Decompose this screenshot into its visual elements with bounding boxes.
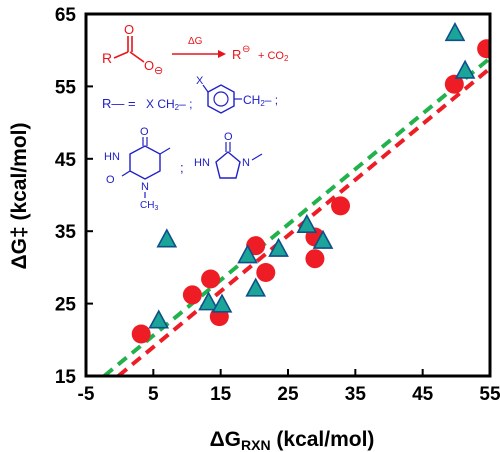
scheme-thy-n: N: [141, 181, 149, 193]
scheme-product-r: R: [232, 47, 241, 62]
scheme-benzene-ring: [207, 84, 235, 114]
scheme-arrowhead: [218, 50, 226, 58]
scheme-pyrimidine-ring: [129, 145, 161, 180]
scheme-thy-o1: O: [140, 126, 149, 138]
green-line-fit: [102, 56, 490, 376]
x-tick-label: 25: [277, 384, 299, 405]
scheme-thy-hn: HN: [104, 151, 120, 163]
scheme-charge: ⊖: [154, 65, 163, 77]
scheme-ominus-label: O: [144, 58, 154, 73]
scheme-o-label: O: [124, 22, 134, 37]
triangle-point: [312, 229, 334, 249]
triangle-point: [198, 291, 219, 311]
x-tick-label: 15: [210, 384, 232, 405]
scheme-r-label: R: [102, 50, 112, 66]
y-tick-label: 35: [55, 222, 77, 243]
x-tick-label: 45: [412, 384, 434, 405]
tick-labels: -5 5 15 25 35 45 55 15 25 35 45 55 65: [55, 5, 500, 405]
circle-point: [182, 285, 202, 305]
plot-frame: [84, 12, 492, 378]
triangle-point: [245, 277, 267, 297]
circle-point: [444, 74, 464, 94]
x-tick-label: 35: [345, 384, 367, 405]
scheme-dg-label: ΔG: [188, 36, 203, 47]
x-tick-label: 5: [148, 384, 159, 405]
scheme-semicolon: ;: [180, 160, 184, 175]
scheme-co2: + CO2: [258, 50, 289, 63]
y-axis-title: ΔG‡ (kcal/mol): [8, 123, 31, 270]
scheme-thy-o2: O: [106, 174, 115, 186]
y-tick-label: 55: [55, 77, 77, 98]
circle-point: [256, 262, 276, 282]
scheme-imid-hn: HN: [194, 157, 210, 169]
reaction-scheme: R O O ⊖ ΔG R ⊖ + CO2 R— = X CH2– ; X CH2…: [102, 22, 289, 212]
circle-point: [305, 249, 325, 269]
circle-point: [201, 269, 221, 289]
scheme-thy-ch3: CH3: [140, 200, 158, 212]
scheme-bond: [159, 147, 171, 155]
scheme-benzyl-ch2: CH2– ;: [243, 93, 278, 108]
x-axis-title: ΔGRXN (kcal/mol): [210, 428, 375, 452]
x-tick-label: 55: [479, 384, 500, 405]
data-points: [131, 21, 490, 344]
scheme-product-charge: ⊖: [242, 44, 250, 55]
x-tick-label: -5: [78, 384, 95, 405]
circle-point: [131, 324, 151, 344]
scheme-bond: [251, 153, 263, 161]
triangle-point: [156, 228, 178, 248]
scheme-bond: [129, 51, 145, 63]
triangle-point: [237, 244, 258, 264]
scheme-benzyl-x: X: [196, 75, 204, 87]
triangle-point: [148, 309, 170, 329]
scheme-xch2: X CH2– ;: [146, 97, 192, 112]
triangle-point: [454, 59, 476, 79]
y-tick-label: 45: [55, 150, 77, 171]
scheme-imid-n: N: [242, 157, 250, 169]
circle-point: [331, 196, 351, 216]
scheme-benzene-circle: [213, 91, 229, 107]
y-tick-label: 25: [55, 295, 77, 316]
triangle-point: [296, 213, 318, 233]
y-tick-label: 15: [55, 367, 77, 388]
triangle-point: [211, 293, 233, 313]
scheme-bond: [202, 84, 209, 93]
y-tick-label: 65: [55, 5, 77, 26]
scheme-r-def: R— =: [102, 96, 136, 111]
scheme-imid-o: O: [224, 131, 233, 143]
scheme-imidazolidinone-ring: [215, 151, 241, 179]
triangle-point: [268, 237, 289, 257]
scheme-bond: [113, 51, 129, 59]
triangle-point: [444, 21, 466, 42]
circle-point: [477, 39, 490, 59]
scheme-bond: [121, 170, 131, 177]
